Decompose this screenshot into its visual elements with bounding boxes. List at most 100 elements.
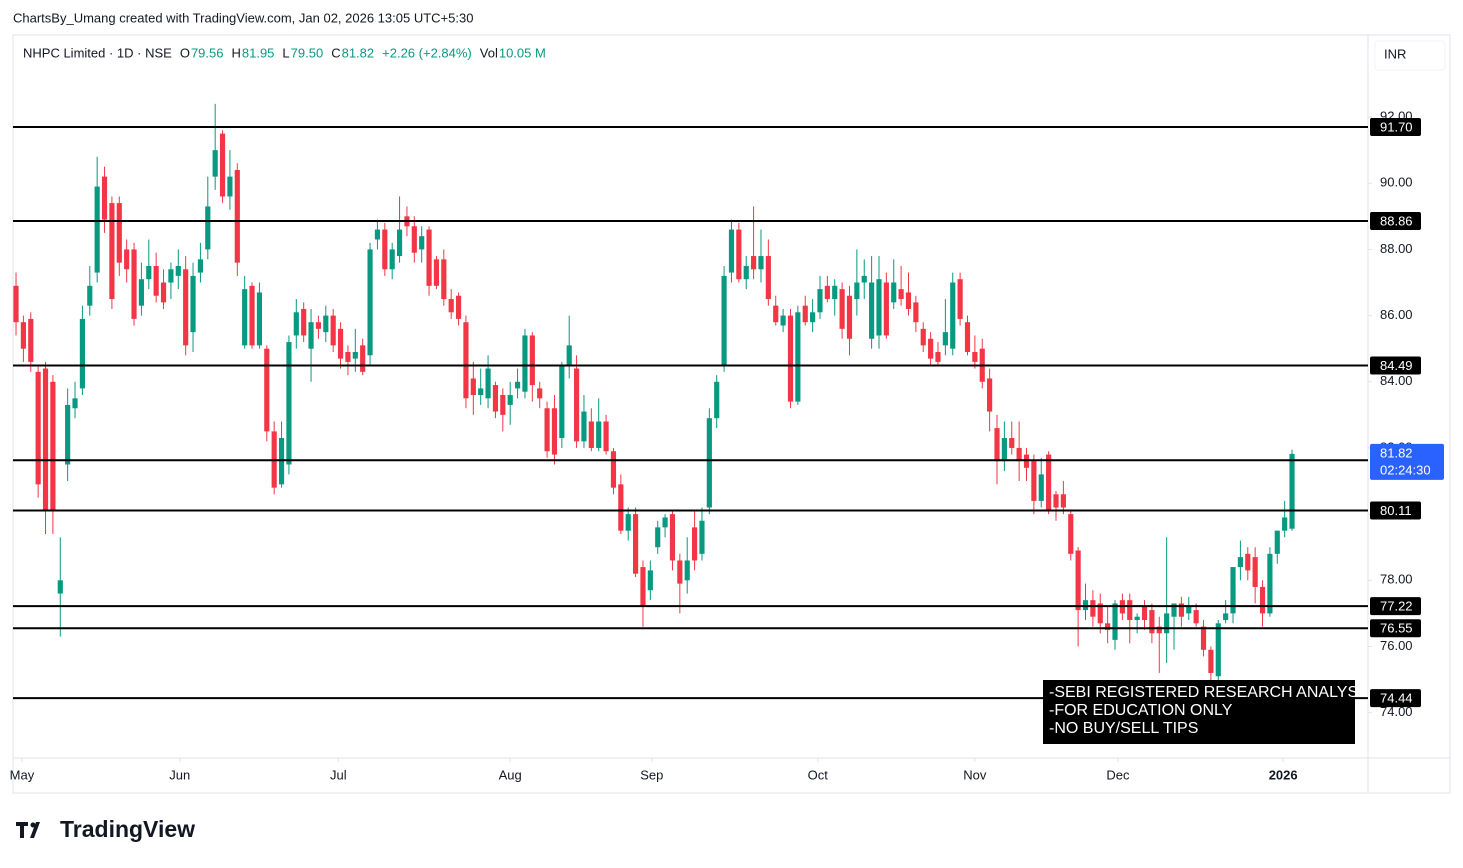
candle-body [109, 203, 115, 300]
candle-body [1208, 649, 1214, 673]
legend-value: 81.95 [242, 45, 275, 60]
candle-body [898, 289, 904, 300]
level-label-box [1370, 689, 1421, 708]
candle-body [625, 514, 631, 531]
candle-body [153, 265, 159, 296]
candle [1223, 600, 1229, 624]
candle [869, 256, 875, 349]
candle [935, 342, 941, 366]
candle [256, 282, 263, 349]
candle [913, 295, 919, 333]
candle-body [537, 388, 543, 399]
candle [1274, 530, 1280, 564]
candle [1237, 540, 1243, 581]
candle-body [883, 282, 889, 336]
candle-body [736, 229, 742, 280]
currency-box[interactable] [1374, 40, 1446, 71]
candle [559, 361, 565, 448]
level-label-box [1370, 619, 1421, 638]
candle-body [101, 176, 108, 220]
candle-body [183, 269, 189, 346]
candle-body [581, 411, 587, 442]
candle-body [1215, 623, 1221, 677]
candle-body [175, 265, 181, 276]
legend-label: H [231, 45, 240, 60]
y-tick-label: 88.00 [1380, 241, 1413, 256]
candle-body [1097, 603, 1103, 624]
candle-body [249, 285, 255, 346]
logo-text: TradingView [60, 816, 195, 842]
candle-body [13, 285, 19, 323]
legend-value: 81.82 [342, 45, 375, 60]
candle-body [1223, 613, 1229, 621]
candle-body [920, 328, 926, 346]
candle-body [433, 259, 440, 286]
candle [751, 206, 757, 280]
candle-body [573, 368, 580, 442]
candle [79, 305, 85, 396]
candle-body [1141, 606, 1148, 621]
candle [1141, 600, 1148, 630]
candle-body [743, 265, 749, 280]
candle-body [124, 249, 130, 270]
candle [677, 553, 683, 614]
candle-body [559, 365, 565, 439]
candle-body [507, 395, 513, 405]
candle [13, 272, 19, 336]
level-label: 74.44 [1380, 691, 1413, 706]
legend-label: C [331, 45, 340, 60]
candle-body [942, 332, 948, 346]
candle [146, 239, 152, 290]
annotation-box [1043, 680, 1355, 744]
candle [1075, 547, 1081, 647]
annotation-line: -NO BUY/SELL TIPS [1049, 720, 1198, 737]
candle [780, 308, 786, 333]
candle [854, 249, 860, 316]
candle-body [647, 570, 653, 591]
candle-body [1230, 567, 1236, 614]
candle-body [1001, 438, 1007, 462]
candle [920, 322, 926, 352]
last-price-label: 81.82 [1380, 445, 1413, 460]
candle-body [1053, 494, 1059, 508]
candle [1060, 481, 1066, 515]
candle-body [706, 418, 712, 508]
candle [522, 328, 528, 399]
candle [153, 252, 159, 303]
candle-body [1200, 626, 1207, 650]
legend-label: O [180, 45, 190, 60]
candle-body [286, 342, 292, 465]
candle-body [987, 378, 993, 412]
candle [1001, 421, 1007, 472]
candle [345, 345, 351, 376]
legend-value: 10.05 M [499, 45, 546, 60]
candle [566, 315, 572, 379]
candle [1016, 421, 1022, 482]
candle-body [1016, 447, 1022, 462]
candle-body [758, 256, 764, 270]
legend-symbol: NHPC Limited · 1D · NSE [23, 45, 172, 60]
candle [861, 259, 867, 300]
candle [1149, 603, 1155, 644]
candle-body [810, 312, 816, 323]
candle [714, 375, 720, 429]
candle [1208, 646, 1214, 683]
legend-value: 79.50 [291, 45, 324, 60]
candle [1023, 447, 1030, 482]
candle-body [633, 514, 639, 574]
candle [507, 381, 513, 425]
candle [832, 279, 838, 316]
candle-body [20, 322, 26, 349]
candle-body [264, 348, 270, 432]
candle [876, 256, 882, 349]
candle [957, 272, 963, 326]
candle-body [957, 279, 963, 319]
candle [839, 282, 845, 339]
candle [773, 295, 779, 326]
candle [603, 414, 609, 455]
candle-body [728, 229, 735, 273]
candle-body [1282, 517, 1288, 531]
logo: TradingView [16, 816, 195, 842]
candle-body [168, 269, 174, 283]
candle-body [1237, 557, 1243, 568]
